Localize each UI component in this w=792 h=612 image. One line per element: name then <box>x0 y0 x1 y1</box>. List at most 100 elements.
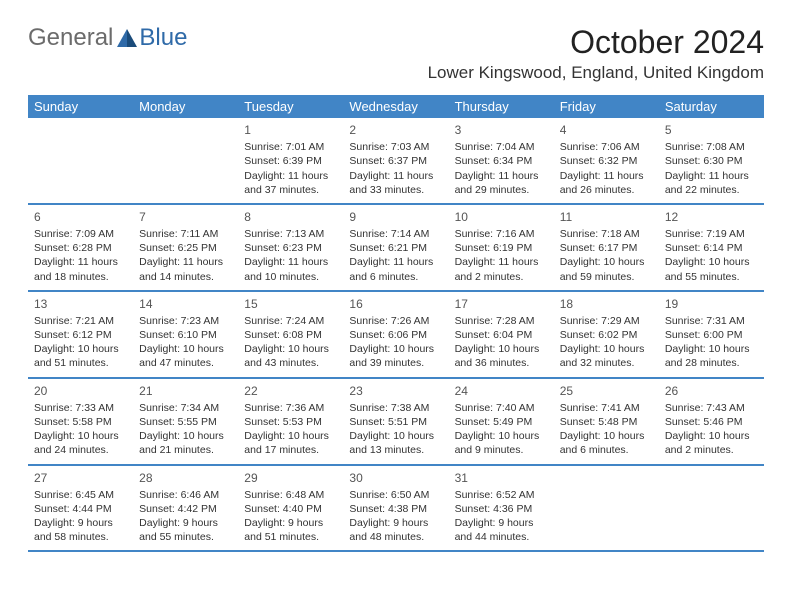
sunrise-text: Sunrise: 7:21 AM <box>34 314 127 328</box>
sunrise-text: Sunrise: 6:50 AM <box>349 488 442 502</box>
calendar-cell: 30 Sunrise: 6:50 AMSunset: 4:38 PMDayligh… <box>343 466 448 551</box>
calendar-cell: 12Sunrise: 7:19 AMSunset: 6:14 PMDayligh… <box>659 205 764 290</box>
calendar-cell: 21Sunrise: 7:34 AMSunset: 5:55 PMDayligh… <box>133 379 238 464</box>
sunrise-text: Sunrise: 7:14 AM <box>349 227 442 241</box>
sunset-text: Sunset: 6:28 PM <box>34 241 127 255</box>
sunset-text: Sunset: 5:49 PM <box>455 415 548 429</box>
sunrise-text: Sunrise: 7:36 AM <box>244 401 337 415</box>
sunrise-text: Sunrise: 7:19 AM <box>665 227 758 241</box>
sunset-text: Sunset: 6:30 PM <box>665 154 758 168</box>
calendar-cell <box>659 466 764 551</box>
daylight-text: Daylight: 10 hours and 39 minutes. <box>349 342 442 370</box>
day-header-mon: Monday <box>133 95 238 118</box>
sunrise-text: Sunrise: 7:04 AM <box>455 140 548 154</box>
day-number: 8 <box>244 209 337 225</box>
day-number: 12 <box>665 209 758 225</box>
day-header-sun: Sunday <box>28 95 133 118</box>
sunrise-text: Sunrise: 7:38 AM <box>349 401 442 415</box>
sunset-text: Sunset: 4:38 PM <box>349 502 442 516</box>
daylight-text: Daylight: 11 hours and 10 minutes. <box>244 255 337 283</box>
logo-mark-icon <box>117 29 137 47</box>
sunset-text: Sunset: 4:36 PM <box>455 502 548 516</box>
sunrise-text: Sunrise: 7:03 AM <box>349 140 442 154</box>
calendar-cell: 3Sunrise: 7:04 AMSunset: 6:34 PMDaylight… <box>449 118 554 203</box>
sunrise-text: Sunrise: 7:41 AM <box>560 401 653 415</box>
sunrise-text: Sunrise: 7:23 AM <box>139 314 232 328</box>
day-number: 6 <box>34 209 127 225</box>
sunset-text: Sunset: 6:08 PM <box>244 328 337 342</box>
daylight-text: Daylight: 11 hours and 2 minutes. <box>455 255 548 283</box>
daylight-text: Daylight: 10 hours and 47 minutes. <box>139 342 232 370</box>
sunrise-text: Sunrise: 7:28 AM <box>455 314 548 328</box>
calendar-cell: 11Sunrise: 7:18 AMSunset: 6:17 PMDayligh… <box>554 205 659 290</box>
day-number: 26 <box>665 383 758 399</box>
daylight-text: Daylight: 10 hours and 32 minutes. <box>560 342 653 370</box>
day-number: 30 <box>349 470 442 486</box>
daylight-text: Daylight: 11 hours and 37 minutes. <box>244 169 337 197</box>
day-number: 3 <box>455 122 548 138</box>
day-number: 31 <box>455 470 548 486</box>
calendar-week: 6Sunrise: 7:09 AMSunset: 6:28 PMDaylight… <box>28 205 764 292</box>
daylight-text: Daylight: 10 hours and 13 minutes. <box>349 429 442 457</box>
daylight-text: Daylight: 11 hours and 6 minutes. <box>349 255 442 283</box>
day-number: 20 <box>34 383 127 399</box>
day-number: 1 <box>244 122 337 138</box>
sunset-text: Sunset: 6:00 PM <box>665 328 758 342</box>
calendar-cell: 20Sunrise: 7:33 AMSunset: 5:58 PMDayligh… <box>28 379 133 464</box>
day-number: 13 <box>34 296 127 312</box>
calendar-cell: 15Sunrise: 7:24 AMSunset: 6:08 PMDayligh… <box>238 292 343 377</box>
calendar-cell: 24Sunrise: 7:40 AMSunset: 5:49 PMDayligh… <box>449 379 554 464</box>
day-number: 29 <box>244 470 337 486</box>
day-number: 7 <box>139 209 232 225</box>
calendar-cell: 22Sunrise: 7:36 AMSunset: 5:53 PMDayligh… <box>238 379 343 464</box>
daylight-text: Daylight: 9 hours and 48 minutes. <box>349 516 442 544</box>
sunset-text: Sunset: 6:37 PM <box>349 154 442 168</box>
sunrise-text: Sunrise: 7:43 AM <box>665 401 758 415</box>
daylight-text: Daylight: 11 hours and 14 minutes. <box>139 255 232 283</box>
sunset-text: Sunset: 6:04 PM <box>455 328 548 342</box>
logo-text-blue: Blue <box>139 24 187 52</box>
sunrise-text: Sunrise: 6:45 AM <box>34 488 127 502</box>
daylight-text: Daylight: 11 hours and 22 minutes. <box>665 169 758 197</box>
daylight-text: Daylight: 10 hours and 36 minutes. <box>455 342 548 370</box>
day-number: 28 <box>139 470 232 486</box>
daylight-text: Daylight: 9 hours and 58 minutes. <box>34 516 127 544</box>
sunset-text: Sunset: 5:58 PM <box>34 415 127 429</box>
header: General Blue October 2024 Lower Kingswoo… <box>28 24 764 83</box>
daylight-text: Daylight: 10 hours and 59 minutes. <box>560 255 653 283</box>
day-headers: Sunday Monday Tuesday Wednesday Thursday… <box>28 95 764 118</box>
sunrise-text: Sunrise: 7:13 AM <box>244 227 337 241</box>
calendar-cell: 7Sunrise: 7:11 AMSunset: 6:25 PMDaylight… <box>133 205 238 290</box>
day-header-thu: Thursday <box>449 95 554 118</box>
daylight-text: Daylight: 10 hours and 2 minutes. <box>665 429 758 457</box>
daylight-text: Daylight: 9 hours and 44 minutes. <box>455 516 548 544</box>
day-number: 5 <box>665 122 758 138</box>
day-number: 24 <box>455 383 548 399</box>
sunset-text: Sunset: 6:39 PM <box>244 154 337 168</box>
sunset-text: Sunset: 6:17 PM <box>560 241 653 255</box>
calendar-cell: 4Sunrise: 7:06 AMSunset: 6:32 PMDaylight… <box>554 118 659 203</box>
day-number: 15 <box>244 296 337 312</box>
calendar-cell: 2Sunrise: 7:03 AMSunset: 6:37 PMDaylight… <box>343 118 448 203</box>
daylight-text: Daylight: 9 hours and 55 minutes. <box>139 516 232 544</box>
calendar-cell: 8Sunrise: 7:13 AMSunset: 6:23 PMDaylight… <box>238 205 343 290</box>
calendar-cell: 19Sunrise: 7:31 AMSunset: 6:00 PMDayligh… <box>659 292 764 377</box>
calendar-cell: 27Sunrise: 6:45 AMSunset: 4:44 PMDayligh… <box>28 466 133 551</box>
day-number: 16 <box>349 296 442 312</box>
sunrise-text: Sunrise: 6:46 AM <box>139 488 232 502</box>
calendar-cell <box>133 118 238 203</box>
calendar-cell: 6Sunrise: 7:09 AMSunset: 6:28 PMDaylight… <box>28 205 133 290</box>
daylight-text: Daylight: 10 hours and 51 minutes. <box>34 342 127 370</box>
sunset-text: Sunset: 6:12 PM <box>34 328 127 342</box>
day-number: 25 <box>560 383 653 399</box>
day-number: 19 <box>665 296 758 312</box>
day-header-tue: Tuesday <box>238 95 343 118</box>
day-number: 21 <box>139 383 232 399</box>
calendar-cell: 5Sunrise: 7:08 AMSunset: 6:30 PMDaylight… <box>659 118 764 203</box>
day-header-wed: Wednesday <box>343 95 448 118</box>
logo-text-general: General <box>28 24 113 52</box>
sunset-text: Sunset: 6:21 PM <box>349 241 442 255</box>
day-header-fri: Friday <box>554 95 659 118</box>
calendar-week: 20Sunrise: 7:33 AMSunset: 5:58 PMDayligh… <box>28 379 764 466</box>
sunset-text: Sunset: 6:14 PM <box>665 241 758 255</box>
